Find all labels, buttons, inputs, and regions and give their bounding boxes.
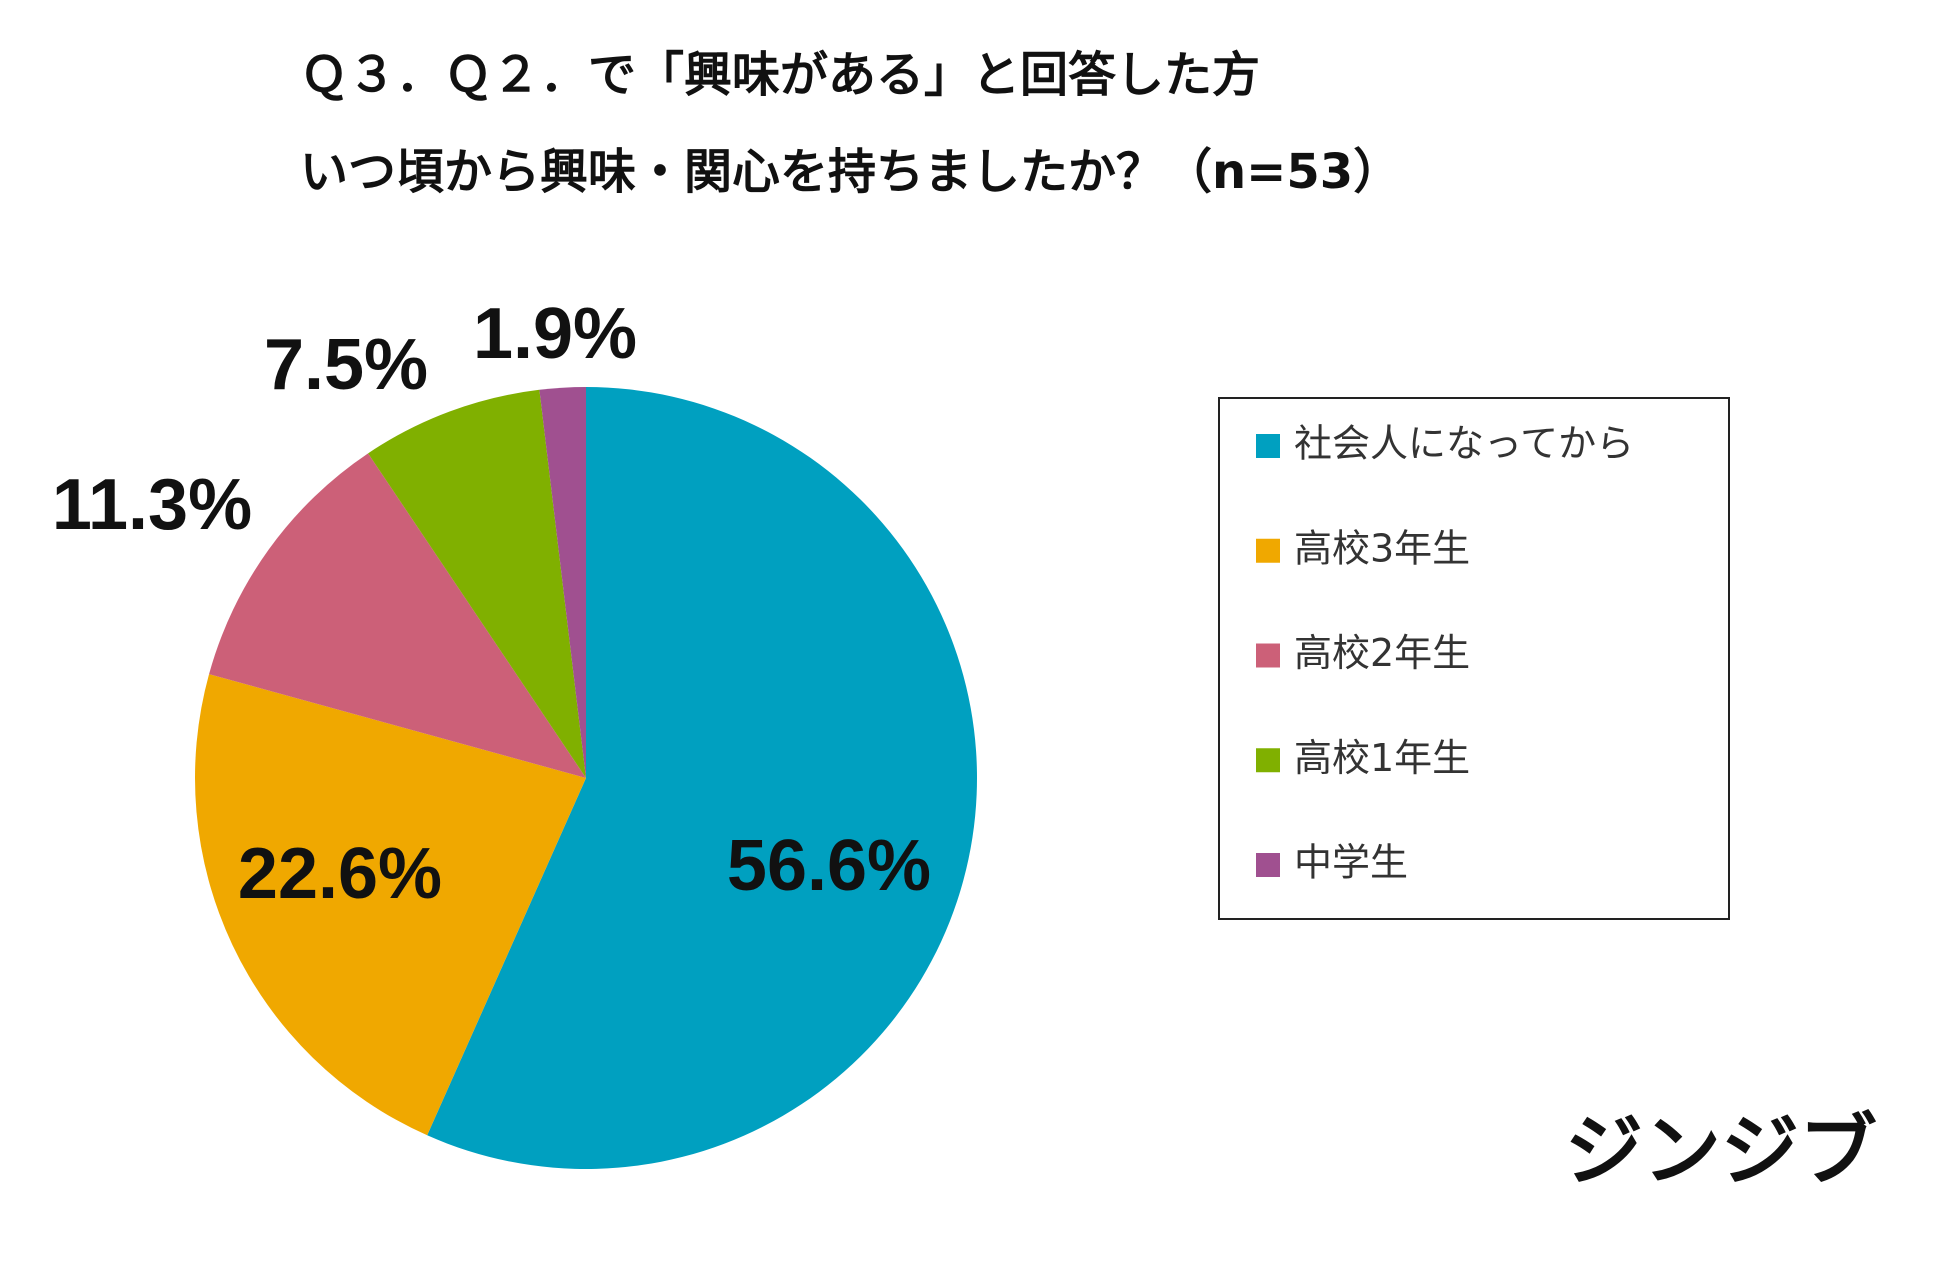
legend-box (1218, 397, 1730, 920)
legend-label: 高校1年生 (1294, 736, 1470, 780)
pie-slice (195, 674, 586, 1136)
pie-slice (209, 453, 586, 778)
legend-label: 高校2年生 (1294, 631, 1470, 675)
pie-slice (368, 389, 586, 778)
legend-swatch (1256, 643, 1280, 668)
legend-swatch (1256, 748, 1280, 773)
data-label: 11.3% (52, 465, 252, 545)
logo: ジンジブ (1565, 1106, 1877, 1196)
pie-slice (539, 387, 586, 778)
legend-label: 中学生 (1294, 841, 1408, 885)
legend-swatch (1256, 538, 1280, 563)
legend-label: 高校3年生 (1294, 526, 1470, 570)
data-label: 1.9% (473, 294, 637, 374)
data-label: 22.6% (238, 834, 442, 914)
chart-subtitle: いつ頃から興味・関心を持ちましたか？（n=53） (300, 144, 1401, 200)
legend-swatch (1256, 434, 1280, 458)
data-label: 7.5% (264, 325, 428, 405)
legend-label: 社会人になってから (1294, 422, 1634, 466)
pie-slice (427, 387, 978, 1170)
legend-swatch (1256, 853, 1280, 877)
chart-title: Ｑ３．Ｑ２．で「興味がある」と回答した方 (300, 47, 1260, 103)
data-label: 56.6% (727, 826, 931, 906)
